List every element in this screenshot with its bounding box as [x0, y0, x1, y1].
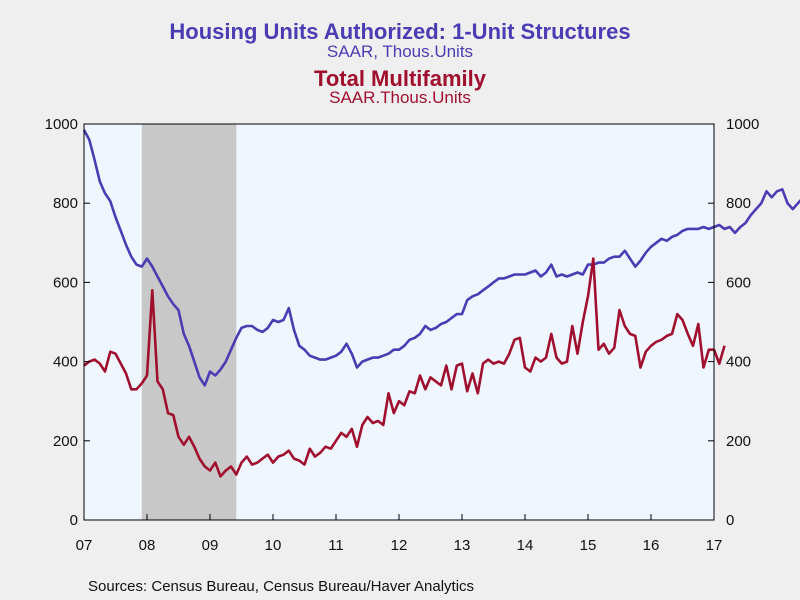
x-tick-label: 15	[580, 537, 597, 554]
x-tick-label: 17	[706, 537, 723, 554]
y-tick-label-right: 1000	[726, 116, 759, 133]
y-tick-label-right: 0	[726, 512, 734, 529]
y-tick-label-left: 400	[53, 354, 78, 371]
y-tick-label-left: 200	[53, 433, 78, 450]
series1-subtitle: SAAR, Thous.Units	[326, 42, 474, 61]
recession-band	[141, 124, 237, 520]
x-tick-label: 07	[76, 537, 93, 554]
x-tick-label: 16	[643, 537, 660, 554]
series-line-1	[82, 129, 800, 387]
x-tick-label: 08	[139, 537, 156, 554]
x-tick-label: 14	[517, 537, 534, 554]
y-tick-label-right: 400	[726, 354, 751, 371]
y-tick-label-left: 1000	[45, 116, 78, 133]
series-line-2	[83, 257, 726, 478]
series2-title: Total Multifamily	[314, 66, 486, 91]
series1-title: Housing Units Authorized: 1-Unit Structu…	[169, 19, 631, 44]
series2-subtitle: SAAR.Thous.Units	[329, 88, 471, 107]
y-tick-label-left: 600	[53, 274, 78, 291]
x-tick-label: 13	[454, 537, 471, 554]
y-tick-label-right: 600	[726, 274, 751, 291]
x-tick-label: 09	[202, 537, 219, 554]
y-tick-label-left: 800	[53, 195, 78, 212]
x-tick-label: 11	[328, 537, 344, 554]
source-note: Sources: Census Bureau, Census Bureau/Ha…	[88, 578, 475, 595]
y-tick-label-left: 0	[70, 512, 78, 529]
y-tick-label-right: 200	[726, 433, 751, 450]
y-tick-label-right: 800	[726, 195, 751, 212]
x-tick-label: 10	[265, 537, 282, 554]
x-tick-label: 12	[391, 537, 408, 554]
